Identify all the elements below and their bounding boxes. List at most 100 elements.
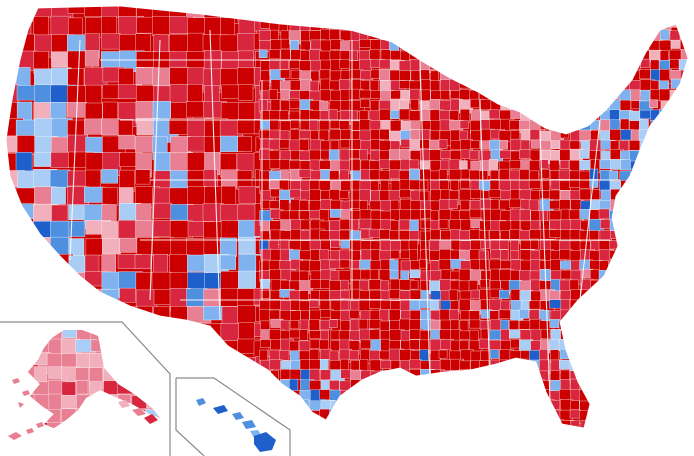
county-cell	[450, 60, 463, 70]
county-cell	[380, 420, 394, 428]
county-cell	[669, 230, 678, 243]
county-cell	[529, 29, 545, 40]
county-cell	[469, 419, 479, 428]
county-cell	[579, 79, 592, 94]
county-cell	[560, 59, 574, 70]
county-cell	[529, 369, 539, 383]
county-cell	[118, 425, 144, 428]
county-cell	[499, 140, 508, 150]
county-cell	[659, 270, 675, 279]
county-cell	[380, 380, 392, 393]
county-cell	[349, 260, 360, 269]
county-cell	[649, 229, 661, 239]
county-cell	[460, 410, 473, 421]
county-cell	[400, 249, 411, 259]
county-cell	[409, 10, 425, 20]
county-cell	[620, 399, 636, 411]
county-cell	[680, 239, 688, 248]
county-cell	[340, 369, 352, 379]
county-cell	[689, 369, 694, 383]
county-cell	[75, 367, 89, 381]
county-cell	[410, 120, 421, 130]
county-cell	[187, 32, 204, 53]
county-cell	[619, 10, 631, 23]
county-cell	[669, 199, 683, 210]
county-cell	[620, 339, 632, 351]
county-cell	[690, 100, 694, 110]
county-cell	[28, 409, 34, 428]
county-cell	[629, 430, 638, 439]
county-cell	[539, 389, 550, 401]
county-cell	[590, 20, 600, 34]
county-cell	[580, 349, 596, 360]
county-cell	[118, 306, 139, 331]
county-cell	[479, 9, 489, 18]
county-cell	[690, 10, 694, 23]
county-cell	[440, 6, 451, 10]
county-cell	[470, 140, 480, 149]
county-cell	[68, 220, 86, 237]
county-cell	[320, 348, 332, 360]
county-cell	[359, 359, 369, 372]
county-cell	[279, 239, 290, 250]
county-cell	[450, 409, 464, 420]
county-cell	[34, 6, 54, 18]
county-cell	[278, 400, 289, 414]
county-cell	[101, 118, 121, 136]
county-cell	[270, 380, 281, 392]
county-cell	[358, 10, 373, 19]
county-cell	[610, 419, 625, 428]
county-cell	[619, 99, 631, 111]
county-cell	[390, 360, 401, 373]
county-cell	[580, 6, 593, 14]
county-cell	[90, 339, 111, 352]
county-cell	[559, 90, 568, 106]
county-cell	[118, 322, 144, 347]
county-cell	[400, 330, 410, 341]
county-cell	[510, 359, 520, 373]
county-cell	[570, 79, 584, 94]
county-cell	[689, 179, 694, 193]
county-cell	[510, 40, 521, 50]
alaska-inset-border	[0, 321, 171, 456]
county-cell	[419, 129, 430, 141]
county-cell	[689, 410, 694, 422]
county-cell	[439, 429, 453, 441]
county-cell	[76, 380, 89, 395]
county-cell	[6, 68, 15, 89]
county-cell	[609, 170, 619, 181]
county-cell	[409, 399, 418, 410]
county-cell	[101, 408, 122, 428]
county-cell	[84, 50, 100, 67]
county-cell	[539, 159, 549, 169]
county-cell	[569, 9, 579, 22]
county-cell	[260, 379, 271, 391]
county-cell	[479, 360, 490, 371]
county-cell	[430, 39, 443, 48]
county-cell	[649, 99, 658, 108]
county-cell	[680, 6, 688, 13]
county-cell	[640, 319, 649, 334]
county-cell	[680, 360, 688, 374]
county-cell	[589, 340, 603, 350]
county-cell	[650, 209, 659, 225]
county-cell	[599, 79, 609, 90]
county-cell	[428, 29, 442, 41]
county-cell	[62, 330, 78, 338]
county-cell	[221, 356, 245, 372]
county-cell	[238, 322, 255, 340]
county-cell	[450, 29, 461, 41]
county-cell	[470, 6, 484, 11]
county-cell	[146, 394, 160, 409]
county-cell	[409, 269, 420, 279]
county-cell	[628, 40, 643, 55]
county-cell	[429, 399, 444, 414]
county-cell	[590, 298, 600, 309]
county-cell	[85, 84, 102, 104]
county-cell	[529, 300, 541, 310]
county-cell	[440, 419, 456, 428]
county-cell	[590, 309, 600, 324]
county-cell	[320, 169, 331, 180]
county-cell	[620, 180, 634, 190]
county-cell	[561, 429, 569, 438]
